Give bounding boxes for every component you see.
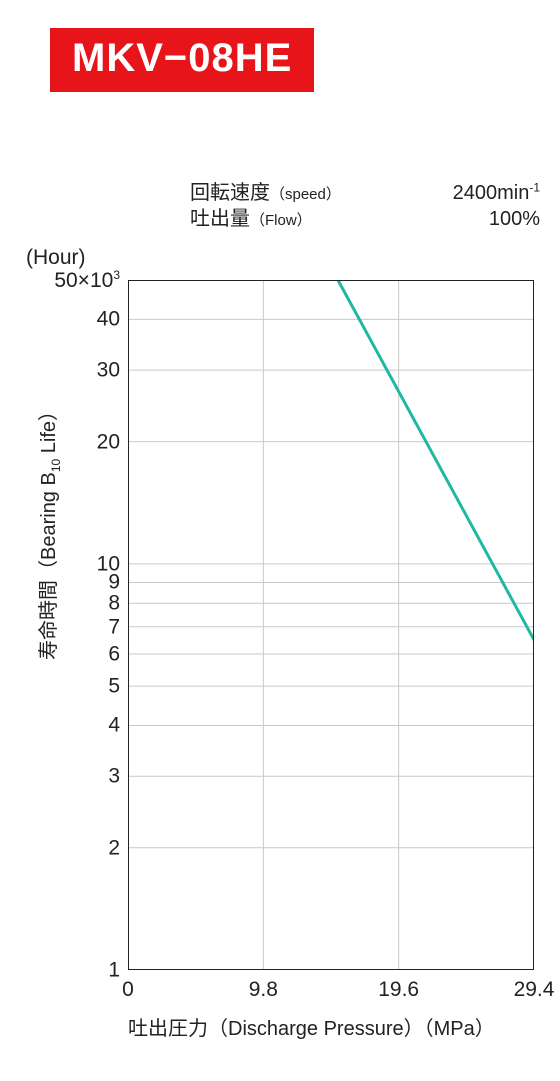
x-axis-title: 吐出圧力（Discharge Pressure）（MPa） <box>128 1012 548 1041</box>
chart-series <box>338 280 534 640</box>
y-tick-label: 8 <box>108 593 120 614</box>
condition-flow-key-jp: 吐出量 <box>190 208 250 230</box>
y-axis-title-en-post: Life） <box>38 401 60 459</box>
condition-speed-value: 2400min-1 <box>453 180 540 206</box>
y-tick-label: 1 <box>108 960 120 981</box>
condition-flow-key-en: （Flow） <box>250 212 312 229</box>
y-tick-label: 6 <box>108 643 120 664</box>
chart-frame <box>128 280 534 970</box>
y-tick-label: 20 <box>97 431 120 452</box>
y-tick-label: 5 <box>108 676 120 697</box>
data-line <box>338 280 534 640</box>
y-tick-label: 10 <box>97 553 120 574</box>
condition-speed-unit: min <box>497 182 529 204</box>
condition-speed-key-jp: 回転速度 <box>190 182 270 204</box>
y-tick-label: 3 <box>108 766 120 787</box>
chart-svg <box>128 280 534 970</box>
chart-grid <box>128 280 534 970</box>
x-tick-label: 0 <box>122 978 134 1002</box>
y-tick-label: 50×103 <box>54 269 120 291</box>
x-tick-label: 29.4 <box>514 978 555 1002</box>
y-axis-title: 寿命時間（Bearing B10 Life） <box>32 401 63 660</box>
hour-unit-label: (Hour) <box>26 246 86 270</box>
condition-speed-key: 回転速度（speed） <box>190 180 341 206</box>
condition-speed-exp: -1 <box>529 180 540 194</box>
y-axis-title-sub: 10 <box>49 459 63 472</box>
y-tick-label: 40 <box>97 309 120 330</box>
condition-flow-key: 吐出量（Flow） <box>190 206 312 232</box>
condition-speed-row: 回転速度（speed） 2400min-1 <box>190 180 540 206</box>
y-tick-label: 4 <box>108 715 120 736</box>
condition-speed-num: 2400 <box>453 182 498 204</box>
x-tick-label: 9.8 <box>249 978 278 1002</box>
y-tick-label: 7 <box>108 616 120 637</box>
y-tick-label: 30 <box>97 360 120 381</box>
x-tick-label: 19.6 <box>378 978 419 1002</box>
conditions-block: 回転速度（speed） 2400min-1 吐出量（Flow） 100% <box>190 180 540 232</box>
model-title-badge: MKV−08HE <box>50 28 314 92</box>
y-axis-title-jp: 寿命時間 <box>38 580 60 660</box>
y-tick-label: 2 <box>108 837 120 858</box>
condition-speed-key-en: （speed） <box>270 186 341 203</box>
condition-flow-row: 吐出量（Flow） 100% <box>190 206 540 232</box>
chart-area <box>128 280 534 970</box>
y-axis-title-en-pre: （Bearing B <box>38 472 60 580</box>
model-title: MKV−08HE <box>72 36 292 80</box>
condition-flow-value: 100% <box>489 206 540 232</box>
